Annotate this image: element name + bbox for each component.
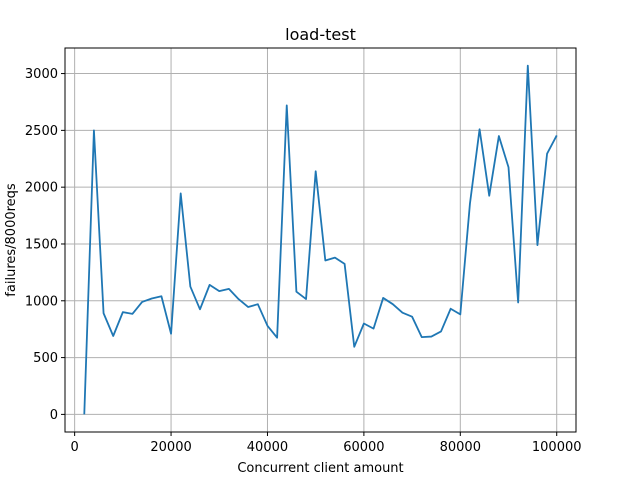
- x-tick-label: 40000: [247, 440, 288, 455]
- x-tick-label: 100000: [532, 440, 582, 455]
- x-tick-label: 80000: [440, 440, 481, 455]
- y-tick-label: 1000: [25, 294, 58, 309]
- series-line-0: [83, 64, 558, 415]
- plot-frame: [64, 47, 577, 433]
- y-tick-label: 1500: [25, 237, 58, 252]
- chart-title: load-test: [285, 25, 356, 44]
- y-tick-label: 500: [33, 351, 58, 366]
- series-lines: [83, 64, 558, 415]
- x-axis-title: Concurrent client amount: [237, 461, 403, 476]
- x-tick-label: 20000: [150, 440, 191, 455]
- y-tick-label: 3000: [25, 67, 58, 82]
- grid-lines: [65, 48, 576, 432]
- axis-ticks: 0 20000 40000 60000 80000 100000 0 500 1000 1500 2…: [25, 67, 582, 455]
- y-axis-title: failures/8000reqs: [4, 183, 19, 297]
- y-tick-label: 0: [50, 408, 58, 423]
- x-tick-label: 0: [71, 440, 79, 455]
- x-tick-label: 60000: [343, 440, 384, 455]
- y-tick-label: 2000: [25, 181, 58, 196]
- y-tick-label: 2500: [25, 124, 58, 139]
